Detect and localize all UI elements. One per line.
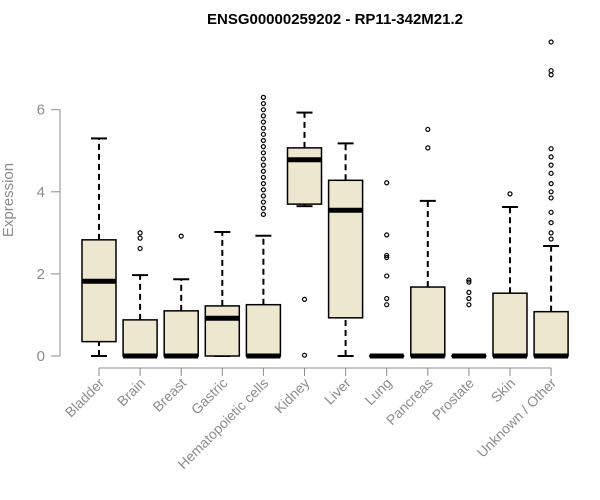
outlier-point	[466, 279, 472, 285]
box-skin	[492, 191, 528, 359]
box-kidney	[286, 111, 323, 358]
outlier-point	[466, 295, 472, 302]
box-body	[204, 305, 241, 357]
box-prostate	[451, 277, 487, 359]
x-tick-label: Brain	[114, 375, 148, 409]
box-brain	[122, 230, 158, 359]
outlier-point	[548, 68, 554, 74]
outlier-point	[548, 162, 554, 168]
box-body	[410, 286, 446, 357]
outlier-point	[260, 168, 266, 174]
outlier-point	[260, 125, 266, 131]
outlier-point	[260, 174, 266, 181]
outlier-point	[260, 107, 266, 113]
outlier-point	[260, 162, 266, 168]
box-body	[81, 239, 117, 343]
outlier-point	[260, 211, 266, 217]
outlier-point	[260, 137, 266, 144]
box-body	[245, 303, 282, 357]
box-hematopoietic-cells	[245, 94, 282, 359]
box-breast	[163, 233, 199, 359]
x-tick-label: Breast	[149, 375, 189, 415]
outlier-point	[301, 352, 308, 358]
box-body	[327, 179, 364, 319]
box-liver	[327, 142, 364, 357]
outlier-point	[260, 100, 266, 107]
outlier-point	[548, 154, 554, 160]
outlier-point	[507, 191, 513, 197]
outlier-point	[384, 232, 390, 238]
chart-title: ENSG00000259202 - RP11-342M21.2	[207, 11, 463, 28]
x-tick-label: Prostate	[429, 375, 477, 423]
outlier-point	[260, 193, 266, 199]
outlier-point	[137, 245, 143, 252]
outlier-point	[384, 302, 390, 308]
outlier-point	[548, 219, 554, 226]
outlier-point	[384, 180, 390, 186]
x-tick-label: Kidney	[271, 375, 313, 417]
outlier-point	[548, 209, 554, 215]
outlier-point	[384, 273, 390, 279]
box-body	[163, 310, 199, 357]
outlier-point	[548, 236, 554, 242]
y-axis: 0 2 4 6	[37, 102, 61, 365]
box-gastric	[204, 231, 241, 357]
outlier-point	[260, 180, 266, 187]
box-body	[286, 147, 323, 205]
box-body	[533, 310, 569, 357]
outlier-point	[548, 230, 554, 236]
y-tick-label: 0	[37, 348, 45, 365]
y-axis-label: Expression	[0, 163, 17, 237]
outlier-point	[466, 277, 472, 283]
outlier-point	[260, 187, 266, 193]
outlier-point	[548, 180, 554, 187]
y-tick-label: 4	[37, 184, 45, 201]
x-tick-label: Lung	[361, 375, 394, 408]
outlier-point	[301, 296, 308, 302]
outlier-point	[384, 295, 390, 302]
box-body	[122, 319, 158, 357]
outlier-point	[260, 156, 266, 162]
box-pancreas	[410, 126, 446, 359]
outlier-point	[548, 195, 554, 201]
box-body	[492, 292, 528, 357]
y-tick-label: 2	[37, 266, 45, 283]
outlier-point	[466, 302, 472, 308]
outlier-point	[137, 235, 143, 241]
y-tick-label: 6	[37, 102, 45, 119]
outlier-point	[548, 39, 554, 45]
outlier-point	[548, 170, 554, 176]
outlier-point	[384, 254, 390, 261]
outlier-point	[425, 126, 431, 133]
box-bladder	[81, 137, 117, 357]
outlier-point	[260, 113, 266, 119]
outlier-point	[260, 199, 266, 205]
box-series	[81, 39, 569, 359]
outlier-point	[548, 189, 554, 195]
outlier-point	[137, 230, 143, 236]
outlier-point	[260, 94, 266, 100]
outlier-point	[178, 233, 184, 239]
outlier-point	[425, 145, 431, 151]
outlier-point	[260, 150, 266, 156]
outlier-point	[260, 205, 266, 211]
x-tick-label: Bladder	[62, 375, 108, 421]
outlier-point	[260, 131, 266, 137]
outlier-point	[384, 252, 390, 259]
outlier-point	[466, 289, 472, 295]
outlier-point	[548, 146, 554, 152]
x-tick-label: Liver	[321, 375, 354, 408]
outlier-point	[548, 72, 554, 78]
box-lung	[368, 180, 405, 359]
outlier-point	[260, 119, 266, 125]
box-unknown-other	[533, 39, 569, 359]
x-tick-label: Skin	[488, 375, 519, 406]
outlier-point	[260, 144, 266, 150]
